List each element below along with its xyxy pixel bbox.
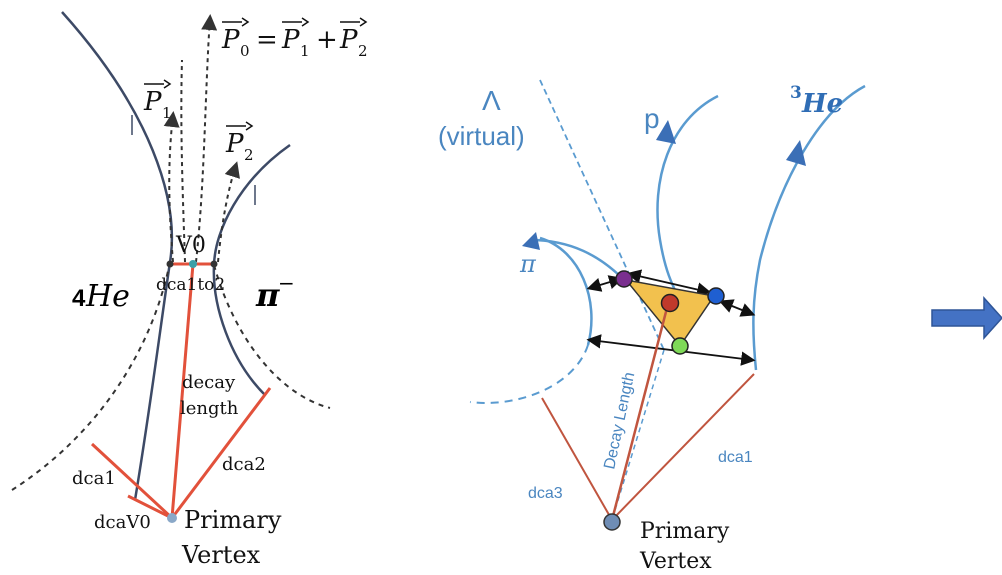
distance-arrow-2	[626, 269, 712, 297]
p2-symbol: P	[225, 129, 244, 159]
p0-subscript: 0	[240, 42, 250, 60]
momentum-equation: P 0 = P 1 + P 2	[221, 25, 368, 60]
distance-arrow-4	[586, 334, 756, 366]
dcav0-line	[127, 494, 173, 520]
p1-subscript-eq: 1	[300, 42, 310, 60]
red-dot	[660, 293, 680, 313]
lambda-virtual-label: (virtual)	[438, 121, 525, 151]
primary-vertex-dot	[167, 513, 177, 523]
dca2-label: dca2	[222, 454, 266, 475]
dca3-line	[541, 397, 613, 521]
vector-arrows-equation	[222, 17, 368, 27]
primary-vertex-label-line1: Primary	[184, 506, 282, 534]
plus-sign: +	[316, 25, 338, 55]
p1-momentum-arrow	[163, 111, 180, 263]
dca1-line-right	[611, 373, 755, 521]
helium4-digit: 4	[72, 285, 86, 312]
dcav0-label: dcaV0	[94, 512, 151, 533]
v0-dot	[189, 260, 197, 268]
lambda-symbol: Λ	[482, 85, 501, 116]
dca2-line	[170, 387, 272, 519]
pion-arc-dashed	[469, 344, 589, 404]
primary-vertex-dot-right	[603, 513, 621, 531]
p0-symbol: P	[221, 25, 240, 55]
helium3-track	[752, 84, 866, 371]
pion-label: π	[519, 250, 537, 278]
distance-arrow-3	[718, 299, 756, 317]
distance-arrow-1	[586, 275, 624, 292]
decay-length-label-line2: length	[180, 398, 239, 419]
purple-dot	[615, 270, 633, 288]
p2-symbol-eq: P	[339, 25, 358, 55]
lambda-extension	[611, 349, 665, 521]
p2-subscript-eq: 2	[358, 42, 368, 60]
p1-symbol-eq: P	[281, 25, 300, 55]
v0-label: V0	[175, 233, 206, 258]
vertex-triangle	[624, 278, 716, 348]
helium4-label: He	[85, 279, 130, 314]
left-panel: P 0 = P 1 + P 2 P 1 P 2 V0 4 He	[11, 11, 368, 569]
dca-point-left	[166, 260, 174, 268]
pion-minus-charge: −	[278, 271, 295, 295]
equals-sign: =	[256, 25, 278, 55]
helium4-track-extension	[11, 261, 171, 491]
right-panel: Λ (virtual) p 3 He π Decay Length dca1 d…	[438, 79, 866, 574]
dca3-label: dca3	[528, 485, 563, 502]
extra-dashed-line	[180, 59, 186, 263]
proton-direction-arrow	[656, 120, 676, 144]
helium4-track	[61, 11, 174, 501]
dca1-line	[90, 442, 174, 520]
dca1-label-right: dca1	[718, 449, 753, 466]
p1-subscript: 1	[162, 104, 172, 122]
pion-track-right	[529, 238, 627, 283]
p0-momentum-arrow	[195, 14, 218, 263]
helium3-direction-arrow	[786, 140, 806, 166]
decay-length-line	[170, 263, 195, 519]
primary-vertex-right-line2: Vertex	[639, 549, 712, 574]
primary-vertex-label-line2: Vertex	[181, 541, 261, 569]
p1-symbol: P	[143, 87, 162, 117]
p2-label: P 2	[225, 129, 254, 164]
proton-label: p	[644, 103, 660, 134]
pion-track-extension	[213, 264, 331, 409]
decay-length-line-right	[610, 303, 670, 521]
p2-subscript: 2	[244, 146, 254, 164]
transition-arrow	[931, 296, 1002, 340]
dca1to2-label: dca1to2	[156, 275, 225, 295]
pion-track	[212, 143, 291, 396]
pion-direction-arrow	[522, 232, 540, 250]
p2-momentum-arrow	[217, 161, 240, 263]
pion-arc	[539, 236, 593, 346]
blue-dot	[707, 287, 725, 305]
pion-minus-label: π	[255, 276, 280, 314]
p1-label: P 1	[143, 87, 172, 122]
dca1-label: dca1	[72, 468, 116, 489]
decay-length-label-right: Decay Length	[601, 371, 638, 471]
primary-vertex-right-line1: Primary	[640, 519, 730, 544]
dca-point-right	[210, 260, 218, 268]
helium3-mass-number: 3	[790, 83, 802, 103]
helium3-label: He	[801, 89, 843, 119]
green-dot	[671, 337, 689, 355]
decay-length-label-line1: decay	[182, 372, 236, 393]
